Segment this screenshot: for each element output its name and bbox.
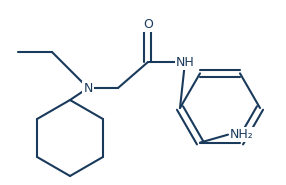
Text: N: N — [83, 82, 93, 95]
Text: NH₂: NH₂ — [230, 128, 254, 141]
Text: NH: NH — [176, 56, 194, 68]
Text: O: O — [143, 18, 153, 31]
